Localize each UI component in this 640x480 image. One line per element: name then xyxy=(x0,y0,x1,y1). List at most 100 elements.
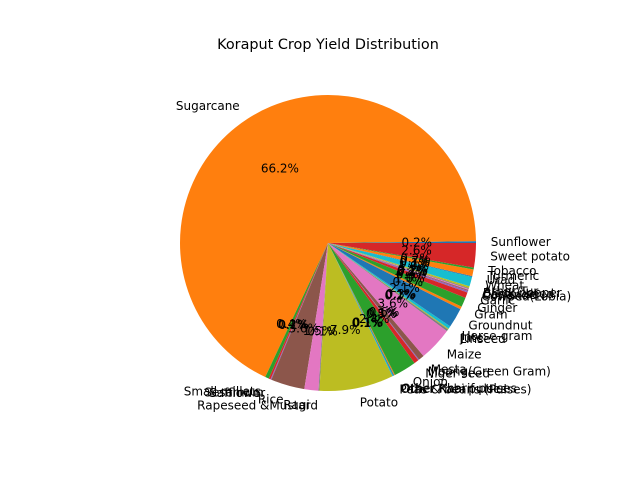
pie-label-potato: Potato xyxy=(360,396,398,410)
pie-percent-peas-beans-pulses: 0.1% xyxy=(352,316,383,330)
pie-slice-horse-gram xyxy=(328,243,451,329)
pie-percent-cowpea-lobia: 0.2% xyxy=(397,265,428,279)
pie-label-castor-seed: Castor seed xyxy=(483,287,554,301)
pie-slice-onion xyxy=(328,243,415,375)
pie-percent-turmeric: 0.7% xyxy=(400,254,431,268)
pie-percent-sesamum: 0.2% xyxy=(278,318,309,332)
pie-slice-coriander xyxy=(328,243,469,291)
pie-percent-sunflower: 0.2% xyxy=(402,235,433,249)
pie-label-moong-green-gram: Moong(Green Gram) xyxy=(428,365,551,379)
pie-slice-mesta xyxy=(328,243,424,360)
pie-label-cowpea-lobia: Cowpea(Lobia) xyxy=(482,290,571,304)
pie-slices xyxy=(180,94,477,391)
pie-slice-wheat xyxy=(328,243,473,287)
pie-label-sugarcane: Sugarcane xyxy=(176,99,240,113)
pie-percent-ginger: 1.0% xyxy=(394,272,425,286)
pie-slice-niger-seed xyxy=(328,243,419,364)
pie-slice-sweet-potato xyxy=(328,243,476,268)
pie-label-mesta: Mesta xyxy=(431,362,467,376)
pie-percent-castor-seed: 0.1% xyxy=(397,264,428,278)
pie-label-groundnut: Groundnut xyxy=(468,319,532,333)
pie-percent-tobacco: 0.2% xyxy=(400,251,431,265)
pie-percent-small-millets: 0.4% xyxy=(276,317,307,331)
pie-percent-gram: 0.3% xyxy=(393,275,424,289)
pie-percent-coriander: 0.1% xyxy=(397,264,428,278)
pie-percent-sugarcane: 66.2% xyxy=(261,161,299,175)
pie-slice-rapeseed-mustard xyxy=(318,243,328,391)
pie-label-arhar-tur: Arhar/Tur xyxy=(483,285,538,299)
pie-slice-other-kharif-pulses xyxy=(328,243,396,376)
pie-slice-arhar-tur xyxy=(328,243,470,289)
pie-label-gram: Gram xyxy=(474,307,507,321)
pie-label-safflower: Safflower xyxy=(209,386,265,400)
pie-slice-sugarcane xyxy=(180,94,476,378)
pie-label-jute: Jute xyxy=(459,331,483,345)
pie-slice-black-pepper xyxy=(328,243,469,289)
pie-label-ragi: Ragi xyxy=(283,398,309,412)
pie-slice-jute xyxy=(328,243,449,330)
pie-slice-other-rabi-pulses xyxy=(328,243,395,376)
pie-slice-peas-beans-pulses xyxy=(328,243,394,377)
pie-slice-maize xyxy=(328,243,447,357)
pie-slice-groundnut xyxy=(328,243,461,327)
pie-percent-arhar-tur: 0.2% xyxy=(398,263,429,277)
pie-percent-wheat: 1.0% xyxy=(398,259,429,273)
pie-label-other-kharif-pulses: Other Kharif pulses xyxy=(401,381,516,395)
pie-label-other-rabi-pulses: Other Rabi pulses xyxy=(400,382,507,396)
pie-slice-safflower xyxy=(270,243,328,380)
pie-percent-moong-green-gram: 0.1% xyxy=(367,306,398,320)
pie-slice-moong-green-gram xyxy=(328,243,420,361)
pie-label-sesamum: Sesamum xyxy=(204,386,264,400)
pie-slice-cowpea-lobia xyxy=(328,243,469,293)
pie-slice-tobacco xyxy=(328,243,474,270)
pie-label-peas-beans-pulses: Peas & beans (Pulses) xyxy=(399,382,531,396)
pie-percent-onion: 2.4% xyxy=(359,312,390,326)
pie-label-sweet-potato: Sweet potato xyxy=(490,250,570,264)
pie-percent-groundnut: 2.1% xyxy=(389,281,420,295)
pie-percent-jute: 0.1% xyxy=(385,288,416,302)
pie-slice-potato xyxy=(319,243,393,391)
pie-slice-sunflower xyxy=(328,241,477,243)
pie-percent-ragi: 1.5% xyxy=(303,324,334,338)
pie-slice-ginger xyxy=(328,243,466,307)
pie-percent-labels: 0.2%66.2%0.4%0.2%0.1%3.6%1.5%0.1%7.9%0.1… xyxy=(261,161,432,338)
pie-percent-mesta: 0.6% xyxy=(369,305,400,319)
chart-title: Koraput Crop Yield Distribution xyxy=(217,37,439,53)
pie-slice-small-millets xyxy=(265,243,328,379)
pie-slice-gram xyxy=(328,243,462,310)
pie-percent-rice: 3.6% xyxy=(288,321,319,335)
pie-label-tobacco: Tobacco xyxy=(487,264,536,278)
pie-label-onion: Onion xyxy=(413,375,448,389)
pie-label-small-millets: Small millets xyxy=(184,384,261,398)
pie-label-garlic: Garlic xyxy=(480,293,515,307)
pie-slice-sesamum xyxy=(268,243,328,380)
pie-slice-linseed xyxy=(328,243,449,332)
pie-percent-potato: 7.9% xyxy=(330,323,361,337)
pie-label-maize: Maize xyxy=(447,347,482,361)
pie-label-wheat: Wheat xyxy=(485,279,524,293)
pie-slice-rice xyxy=(271,243,328,390)
pie-slice-ragi xyxy=(304,243,328,391)
pie-label-urad: Urad xyxy=(487,273,516,287)
pie-slice-urad xyxy=(328,243,473,277)
pie-label-coriander: Coriander xyxy=(482,288,541,302)
pie-percent-niger-seed: 0.5% xyxy=(366,307,397,321)
pie-percent-sweet-potato: 2.6% xyxy=(401,243,432,257)
pie-label-black-pepper: Black pepper xyxy=(483,286,562,300)
pie-percent-black-pepper: 0.1% xyxy=(397,263,428,277)
pie-slice-castor-seed xyxy=(328,243,469,290)
pie-percent-horse-gram: 0.3% xyxy=(386,287,417,301)
pie-label-niger-seed: Niger seed xyxy=(425,367,490,381)
pie-label-linseed: Linseed xyxy=(460,332,506,346)
pie-percent-rapeseed-mustard: 0.1% xyxy=(307,325,338,339)
pie-label-turmeric: Turmeric xyxy=(487,269,540,283)
pie-slice-turmeric xyxy=(328,243,474,277)
pie-label-rice: Rice xyxy=(258,393,284,407)
pie-percent-other-rabi-pulses: 0.1% xyxy=(352,316,383,330)
pie-percent-safflower: 0.1% xyxy=(279,318,310,332)
pie-percent-urad: 0.1% xyxy=(399,256,430,270)
pie-percent-garlic: 0.6% xyxy=(396,267,427,281)
pie-percent-maize: 3.6% xyxy=(378,297,409,311)
